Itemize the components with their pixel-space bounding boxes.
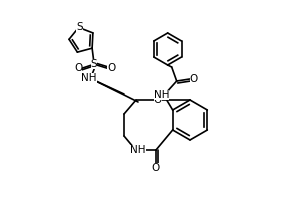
Text: O: O [74,63,82,73]
Text: O: O [152,163,160,173]
Text: O: O [154,95,162,105]
Text: NH: NH [154,90,170,100]
Text: S: S [76,22,83,32]
Text: O: O [190,74,198,84]
Text: NH: NH [130,145,146,155]
Text: S: S [91,59,98,69]
Text: O: O [107,63,115,73]
Text: NH: NH [81,73,97,83]
